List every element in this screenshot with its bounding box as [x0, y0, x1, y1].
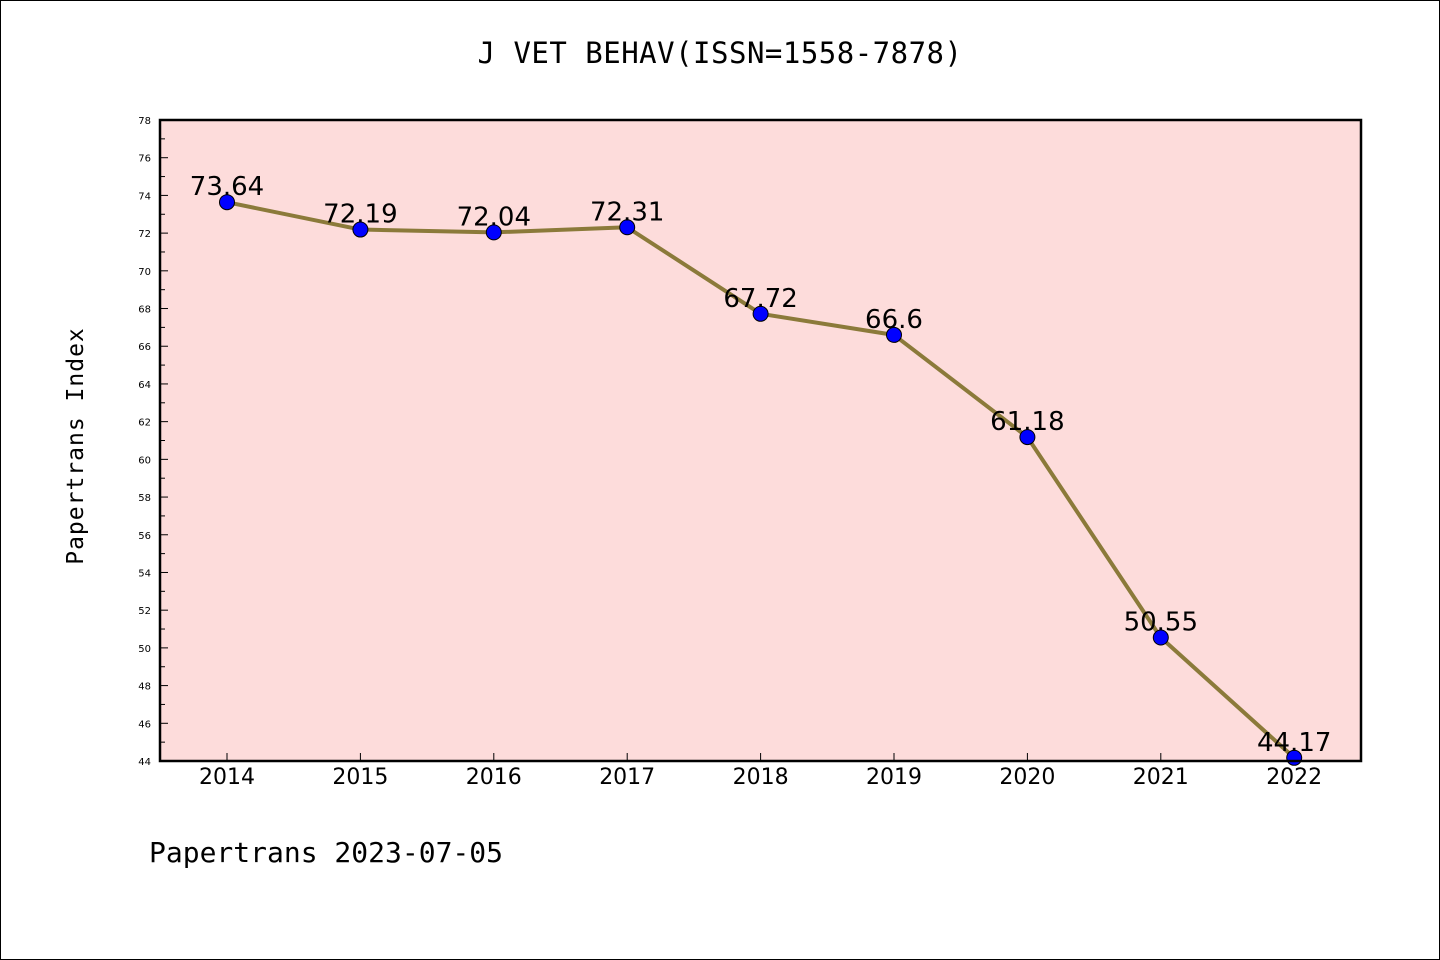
y-tick-label: 46: [138, 719, 151, 730]
y-tick-label: 44: [138, 757, 151, 768]
x-tick-label: 2018: [733, 765, 789, 790]
y-tick-label: 50: [138, 644, 151, 655]
data-point-marker: [219, 194, 235, 211]
y-axis: 44 46 48 50 52 54 56 58 60 62 64 66 68 70 72 74 76 78: [138, 116, 168, 768]
x-tick-label: 2020: [999, 765, 1055, 790]
y-tick-label: 62: [138, 418, 151, 429]
data-point-marker: [886, 326, 902, 343]
data-label: 44.17: [1257, 728, 1331, 758]
data-label: 72.04: [457, 202, 531, 232]
y-tick-label: 74: [138, 191, 151, 202]
x-tick-label: 2022: [1266, 765, 1322, 790]
data-points: [219, 194, 1303, 766]
plot-border: [158, 118, 1363, 763]
data-label: 72.31: [590, 197, 664, 227]
data-point-marker: [1152, 629, 1169, 646]
y-tick-label: 72: [138, 229, 151, 240]
x-axis: 2014 2015 2016 2017 2018 2019 2020 2021 2022: [199, 753, 1322, 790]
data-label: 73.64: [190, 172, 264, 202]
y-tick-label: 54: [138, 568, 151, 579]
data-label: 72.19: [323, 200, 397, 230]
x-tick-label: 2015: [332, 765, 388, 790]
x-tick-label: 2019: [866, 765, 922, 790]
data-point-marker: [352, 221, 369, 238]
y-tick-label: 48: [138, 682, 151, 693]
x-tick-label: 2014: [199, 765, 255, 790]
data-point-marker: [752, 305, 769, 322]
chart-title: J VET BEHAV(ISSN=1558-7878): [477, 36, 963, 70]
y-tick-label: 66: [138, 342, 151, 353]
data-label: 61.18: [990, 407, 1064, 437]
y-tick-label: 78: [138, 116, 151, 127]
y-tick-label: 76: [138, 154, 151, 165]
data-point-marker: [1019, 429, 1036, 446]
x-tick-label: 2016: [466, 765, 522, 790]
y-tick-label: 68: [138, 305, 151, 316]
y-tick-label: 52: [138, 606, 151, 617]
y-tick-label: 56: [138, 531, 151, 542]
y-tick-label: 64: [138, 380, 151, 391]
footer-text: Papertrans 2023-07-05: [149, 836, 504, 869]
x-tick-label: 2021: [1133, 765, 1189, 790]
data-labels: 73.64 72.19 72.04 72.31 67.72 66.6 61.18 50.55 4…: [190, 172, 1332, 758]
data-label: 66.6: [865, 305, 923, 335]
y-tick-label: 60: [138, 455, 151, 466]
y-tick-label: 58: [138, 493, 151, 504]
data-label: 50.55: [1124, 608, 1198, 638]
data-point-marker: [485, 224, 502, 241]
x-tick-label: 2017: [599, 765, 655, 790]
y-tick-label: 70: [138, 267, 151, 278]
data-label: 67.72: [723, 284, 797, 314]
data-point-marker: [619, 219, 636, 236]
